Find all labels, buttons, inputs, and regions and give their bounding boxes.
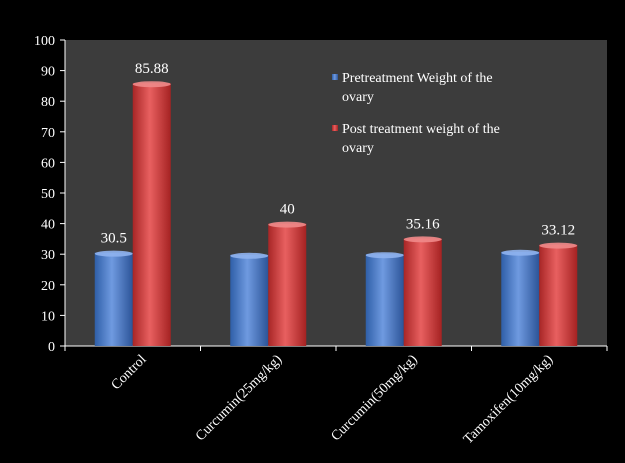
data-labels: 30.5 85.88 40 35.16 33.12	[101, 61, 576, 246]
bar-top	[403, 236, 442, 243]
bar-post-treatment	[403, 236, 442, 346]
y-tick-label: 60	[41, 156, 55, 171]
x-tick-label: Curcumin(50mg/kg)	[329, 352, 421, 444]
legend-label: ovary	[342, 90, 374, 105]
y-tick-label: 90	[41, 65, 55, 80]
bar-pretreatment	[94, 250, 133, 346]
y-tick-label: 50	[41, 187, 55, 202]
bar-body	[501, 251, 540, 346]
legend-swatch	[332, 125, 338, 131]
y-tick-label: 30	[41, 248, 55, 263]
bar-pretreatment	[230, 252, 269, 346]
bar-top	[539, 242, 578, 249]
legend-label: ovary	[342, 141, 374, 156]
bar-pretreatment	[365, 252, 404, 346]
legend-label: Pretreatment Weight of the	[342, 71, 493, 86]
bar-body	[403, 238, 442, 346]
y-tick-label: 10	[41, 309, 55, 324]
data-label: 85.88	[135, 61, 169, 77]
bar-top	[268, 221, 307, 228]
bar-body	[539, 244, 578, 346]
bar-top	[365, 252, 404, 259]
y-tick-label: 0	[48, 340, 55, 355]
bar-top	[132, 81, 171, 88]
data-label: 33.12	[541, 223, 575, 239]
y-tick-label: 20	[41, 279, 55, 294]
y-tick-label: 80	[41, 95, 55, 110]
bar-body	[230, 254, 269, 346]
bar-top	[94, 250, 133, 257]
legend-label: Post treatment weight of the	[342, 122, 500, 137]
legend-entry: Post treatment weight of the ovary	[332, 122, 500, 156]
bar-post-treatment	[132, 81, 171, 346]
x-tick-label: Curcumin(25mg/kg)	[193, 352, 285, 444]
bars	[94, 81, 578, 346]
legend-entry: Pretreatment Weight of the ovary	[332, 71, 493, 105]
bar-body	[132, 83, 171, 346]
data-label: 40	[280, 202, 295, 218]
bar-top	[230, 252, 269, 259]
y-tick-label: 40	[41, 218, 55, 233]
y-tick-label: 100	[34, 34, 55, 49]
bar-body	[94, 252, 133, 346]
data-label: 35.16	[406, 216, 440, 232]
bar-post-treatment	[268, 221, 307, 346]
bar-body	[365, 254, 404, 346]
x-tick-label: Tamoxifen(10mg/kg)	[461, 352, 556, 447]
x-tick-label: Control	[109, 352, 150, 393]
y-tick-label: 70	[41, 126, 55, 141]
bar-pretreatment	[501, 249, 540, 346]
legend-swatch	[332, 74, 338, 80]
bar-post-treatment	[539, 242, 578, 346]
data-label: 30.5	[101, 231, 127, 247]
bar-top	[501, 249, 540, 256]
bar-body	[268, 223, 307, 346]
